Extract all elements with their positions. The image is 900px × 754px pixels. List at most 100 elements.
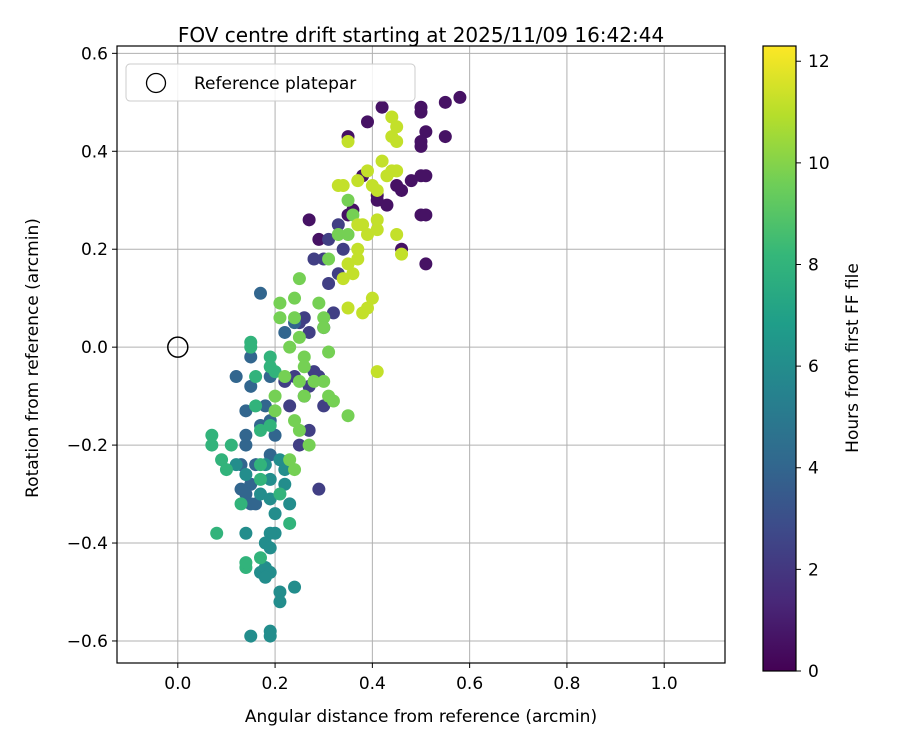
- scatter-point: [370, 365, 384, 379]
- scatter-point: [288, 580, 302, 594]
- scatter-point: [385, 110, 399, 124]
- scatter-point: [268, 507, 282, 521]
- scatter-point: [317, 311, 331, 325]
- scatter-point: [322, 232, 336, 246]
- series-group: [331, 110, 409, 379]
- scatter-point: [253, 286, 267, 300]
- scatter-point: [292, 374, 306, 388]
- scatter-point: [341, 134, 355, 148]
- scatter-point: [341, 257, 355, 271]
- scatter-point: [360, 115, 374, 129]
- scatter-point: [278, 477, 292, 491]
- y-tick-label: −0.2: [67, 436, 108, 456]
- colorbar-tick-label: 4: [808, 459, 819, 479]
- series-group: [268, 193, 360, 477]
- colorbar-tick-label: 8: [808, 255, 819, 275]
- colorbar-ticks: 0 2 4 6 8 10 12: [796, 52, 830, 682]
- scatter-point: [419, 257, 433, 271]
- scatter-point: [253, 487, 267, 501]
- scatter-point: [341, 301, 355, 315]
- scatter-point: [253, 551, 267, 565]
- scatter-point: [224, 438, 238, 452]
- scatter-point: [239, 487, 253, 501]
- scatter-point: [317, 374, 331, 388]
- scatter-point: [390, 164, 404, 178]
- scatter-point: [414, 139, 428, 153]
- scatter-point: [336, 242, 350, 256]
- scatter-point: [258, 399, 272, 413]
- y-tick-label: −0.6: [67, 632, 108, 652]
- scatter-point: [302, 423, 316, 437]
- scatter-point: [375, 154, 389, 168]
- scatter-point: [297, 350, 311, 364]
- y-tick-label: 0.0: [81, 338, 108, 358]
- scatter-point: [365, 291, 379, 305]
- y-tick-label: −0.4: [67, 534, 108, 554]
- plot-frame: [116, 45, 726, 664]
- scatter-point: [205, 438, 219, 452]
- x-tick-label: 0.8: [553, 674, 580, 694]
- scatter-point: [249, 370, 263, 384]
- scatter-point: [273, 296, 287, 310]
- scatter-point: [278, 370, 292, 384]
- scatter-point: [297, 360, 311, 374]
- scatter-point: [229, 370, 243, 384]
- scatter-point: [263, 419, 277, 433]
- scatter-point: [268, 404, 282, 418]
- colorbar-tick-label: 10: [808, 154, 830, 174]
- scatter-point: [326, 394, 340, 408]
- scatter-point: [395, 247, 409, 261]
- scatter-point: [253, 423, 267, 437]
- legend-box: [125, 63, 416, 102]
- scatter-point: [239, 404, 253, 418]
- scatter-point: [263, 472, 277, 486]
- scatter-point: [239, 428, 253, 442]
- scatter-point: [278, 325, 292, 339]
- scatter-point: [351, 218, 365, 232]
- scatter-point: [263, 350, 277, 364]
- scatter-point: [263, 624, 277, 638]
- scatter-point: [341, 193, 355, 207]
- series-group: [229, 453, 302, 643]
- scatter-point: [292, 438, 306, 452]
- scatter-point: [297, 389, 311, 403]
- legend-label: Reference platepar: [194, 74, 356, 94]
- scatter-point: [234, 497, 248, 511]
- scatter-point: [288, 311, 302, 325]
- scatter-point: [336, 179, 350, 193]
- scatter-point: [390, 179, 404, 193]
- scatter-point: [258, 570, 272, 584]
- scatter-point: [239, 467, 253, 481]
- scatter-point: [322, 345, 336, 359]
- scatter-point: [419, 208, 433, 222]
- scatter-point: [302, 438, 316, 452]
- scatter-point: [263, 526, 277, 540]
- scatter-point: [390, 120, 404, 134]
- scatter-point: [229, 458, 243, 472]
- scatter-point: [219, 463, 233, 477]
- y-tick-label: 0.2: [81, 240, 108, 260]
- scatter-point: [278, 463, 292, 477]
- scatter-point: [307, 374, 321, 388]
- x-tick-label: 0.4: [359, 674, 386, 694]
- colorbar-label: Hours from first FF file: [843, 263, 863, 453]
- scatter-point: [273, 595, 287, 609]
- scatter-point: [390, 228, 404, 242]
- scatter-point: [253, 458, 267, 472]
- x-tick-label: 1.0: [651, 674, 678, 694]
- scatter-point: [380, 198, 394, 212]
- scatter-point: [244, 477, 258, 491]
- scatter-point: [244, 497, 258, 511]
- scatter-point: [336, 272, 350, 286]
- scatter-point: [205, 428, 219, 442]
- legend-marker: [145, 72, 167, 94]
- scatter-point: [453, 90, 467, 104]
- scatter-point: [317, 321, 331, 335]
- scatter-point: [341, 409, 355, 423]
- scatter-point: [283, 399, 297, 413]
- scatter-point: [370, 183, 384, 197]
- scatter-point: [419, 125, 433, 139]
- colorbar-tick-label: 6: [808, 357, 819, 377]
- colorbar-gradient: [762, 45, 797, 672]
